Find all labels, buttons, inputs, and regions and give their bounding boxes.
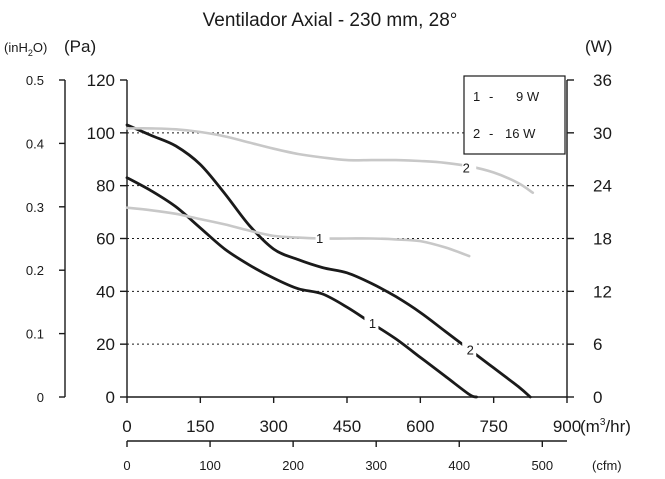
pa-tick-label-2: 40 xyxy=(96,282,115,301)
series-line-power-1 xyxy=(125,206,471,258)
cfm-axis-label: (cfm) xyxy=(592,458,622,473)
watt-tick-label-3: 18 xyxy=(593,230,612,249)
series-label-gap-pressure-1 xyxy=(364,314,379,331)
series-lines: 1 2 1 2 xyxy=(125,123,535,399)
series-line-pressure-1 xyxy=(125,176,478,399)
cfm-tick-label-4: 400 xyxy=(448,458,470,473)
m3hr-tick-label-6: 900 xyxy=(553,417,581,436)
watt-tick-label-2: 12 xyxy=(593,282,612,301)
legend-entry-1-sep: - xyxy=(489,89,493,104)
inh2o-tick-label-2: 0.2 xyxy=(26,263,44,278)
cfm-tick-label-3: 300 xyxy=(365,458,387,473)
legend-entry-2-num: 2 xyxy=(473,126,480,141)
watt-tick-label-4: 24 xyxy=(593,177,612,196)
pa-tick-label-5: 100 xyxy=(87,124,115,143)
cfm-tick-label-1: 100 xyxy=(199,458,221,473)
pa-tick-label-3: 60 xyxy=(96,230,115,249)
inh2o-tick-label-1: 0.1 xyxy=(26,327,44,342)
pa-tick-label-1: 20 xyxy=(96,335,115,354)
m3hr-tick-label-0: 0 xyxy=(122,417,131,436)
pa-tick-label-0: 0 xyxy=(106,388,115,407)
m3hr-axis-label: (m3/hr) xyxy=(580,417,631,436)
m3hr-tick-label-5: 750 xyxy=(479,417,507,436)
series-label-gap-power-1 xyxy=(315,229,330,246)
inh2o-tick-label-3: 0.3 xyxy=(26,200,44,215)
cfm-tick-label-0: 0 xyxy=(123,458,130,473)
watt-tick-label-0: 0 xyxy=(593,388,602,407)
series-label-power-1: 1 xyxy=(316,231,323,246)
inh2o-axis-label: (inH2O) xyxy=(4,40,47,58)
watt-tick-label-1: 6 xyxy=(593,335,602,354)
watt-ticks: 0 6 12 18 24 30 36 xyxy=(567,71,612,407)
cfm-tick-label-5: 500 xyxy=(531,458,553,473)
chart-title: Ventilador Axial - 230 mm, 28° xyxy=(203,10,458,31)
legend-entry-2-text: 16 W xyxy=(505,126,536,141)
m3hr-tick-label-1: 150 xyxy=(186,417,214,436)
series-label-pressure-1: 1 xyxy=(369,316,376,331)
legend-entry-1-text: 9 W xyxy=(516,89,540,104)
inh2o-tick-label-0: 0 xyxy=(37,390,44,405)
m3hr-tick-label-4: 600 xyxy=(406,417,434,436)
series-label-gap-power-2 xyxy=(462,158,477,175)
series-label-gap-pressure-2 xyxy=(462,340,477,357)
cfm-tick-label-2: 200 xyxy=(282,458,304,473)
cfm-ticks: 0 100 200 300 400 500 xyxy=(123,441,553,473)
legend-entry-1-num: 1 xyxy=(473,89,480,104)
inh2o-tick-label-5: 0.5 xyxy=(26,73,44,88)
legend-box xyxy=(463,75,566,155)
watt-tick-label-6: 36 xyxy=(593,71,612,90)
series-label-power-2: 2 xyxy=(463,161,470,176)
inh2o-ticks: 0 0.1 0.2 0.3 0.4 0.5 xyxy=(26,73,65,405)
m3hr-ticks: 0 150 300 450 600 750 900 xyxy=(122,397,581,436)
legend: 1 - 9 W 2 - 16 W xyxy=(463,75,566,155)
pa-tick-label-6: 120 xyxy=(87,71,115,90)
pa-ticks: 0 20 40 60 80 100 120 xyxy=(87,71,127,407)
series-label-pressure-2: 2 xyxy=(467,342,474,357)
m3hr-tick-label-3: 450 xyxy=(333,417,361,436)
pa-axis-label: (Pa) xyxy=(64,37,96,56)
watt-axis-label: (W) xyxy=(585,37,612,56)
pa-tick-label-4: 80 xyxy=(96,177,115,196)
m3hr-tick-label-2: 300 xyxy=(259,417,287,436)
legend-entry-2-sep: - xyxy=(489,126,493,141)
inh2o-tick-label-4: 0.4 xyxy=(26,136,44,151)
watt-tick-label-5: 30 xyxy=(593,124,612,143)
